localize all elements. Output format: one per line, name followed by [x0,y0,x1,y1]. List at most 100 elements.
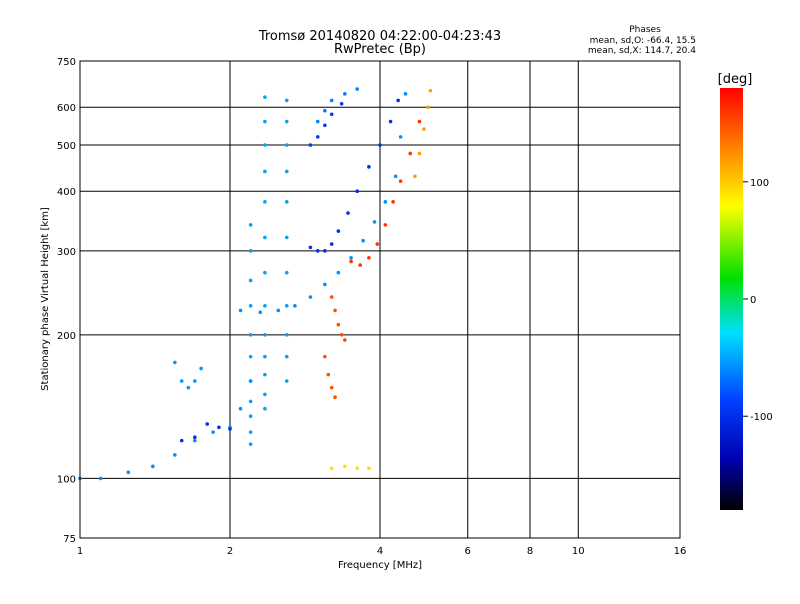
data-point [367,466,371,471]
y-tick-label: 100 [57,474,76,485]
data-point [378,143,382,147]
data-point [263,119,267,124]
data-point [315,119,320,124]
colorbar-tick-label: 100 [750,178,769,189]
data-point [323,249,327,253]
data-point [248,414,253,419]
data-point [217,425,221,430]
data-point [398,135,403,139]
data-point [343,92,347,96]
data-point [284,354,289,359]
data-point [403,92,408,96]
phase-stats-x: mean, sd,X: 114.7, 20.4 [588,46,696,56]
data-point [329,385,334,390]
data-point [308,245,313,250]
x-tick-label: 16 [674,546,687,557]
data-point [349,259,353,264]
x-axis-label: Frequency [MHz] [338,560,422,571]
data-point [173,360,177,365]
data-point [263,169,267,174]
y-tick-label: 400 [57,187,76,198]
data-point [248,249,253,253]
data-point [355,466,359,471]
data-point [126,470,131,475]
data-point [263,200,267,204]
data-point [329,242,334,246]
data-point [396,98,400,103]
data-point [284,143,289,147]
data-point [339,102,344,106]
data-point [179,438,184,443]
data-point [284,169,289,174]
y-axis-ticks: 75 100 200 300 400 500 600 750 [57,57,76,545]
data-point [343,464,347,469]
x-tick-label: 4 [377,546,383,557]
data-point [179,379,184,383]
data-point [186,385,191,390]
data-point [336,322,341,327]
data-point [211,430,215,434]
data-point [199,366,203,371]
colorbar-ticks: 100 0 -100 [743,178,773,423]
data-point [248,223,253,227]
data-point [355,87,359,91]
data-point [205,422,209,426]
data-point [329,98,334,103]
x-tick-label: 6 [465,546,471,557]
data-point [346,211,350,215]
colorbar-label: [deg] [718,72,753,87]
data-point [391,200,395,204]
data-point [258,310,263,315]
data-point [263,95,267,99]
colorbar-tick-label: 0 [750,295,756,306]
data-point [151,464,155,469]
data-point [248,379,253,383]
x-axis-ticks: 1 2 4 6 8 10 16 [77,546,687,557]
data-point [315,135,320,139]
data-point [333,395,337,399]
data-point [372,220,377,224]
data-point [263,235,267,240]
data-point [413,174,417,179]
x-tick-label: 8 [527,546,533,557]
y-tick-label: 750 [57,57,76,68]
data-point [284,98,289,103]
data-point [248,304,253,308]
data-point [383,200,388,204]
data-point [248,399,253,404]
data-point [263,143,267,147]
grid-lines [80,61,680,538]
data-point [263,354,267,359]
data-point [284,270,289,275]
data-point [228,427,232,431]
data-point [367,165,371,169]
data-point [355,189,359,194]
data-point [326,372,331,377]
y-tick-label: 500 [57,141,76,152]
data-point [361,238,365,243]
data-point [417,151,422,156]
data-point [375,242,380,246]
data-point [98,476,103,481]
y-tick-label: 600 [57,103,76,114]
data-point [323,354,327,359]
data-point [408,151,413,156]
data-point [276,308,281,313]
data-point [193,379,197,383]
colorbar-gradient [720,88,743,510]
data-point [263,270,267,275]
y-axis-label: Stationary phase Virtual Height [km] [40,207,51,391]
data-point [263,304,267,308]
plot-frame [79,60,681,539]
data-point [248,430,253,434]
x-tick-label: 1 [77,546,83,557]
data-point [248,354,253,359]
data-point [248,442,253,446]
data-point [367,256,371,260]
x-tick-label: 10 [572,546,585,557]
data-point [173,453,177,457]
data-point [422,127,426,131]
data-point [349,256,353,260]
data-point [284,304,289,308]
